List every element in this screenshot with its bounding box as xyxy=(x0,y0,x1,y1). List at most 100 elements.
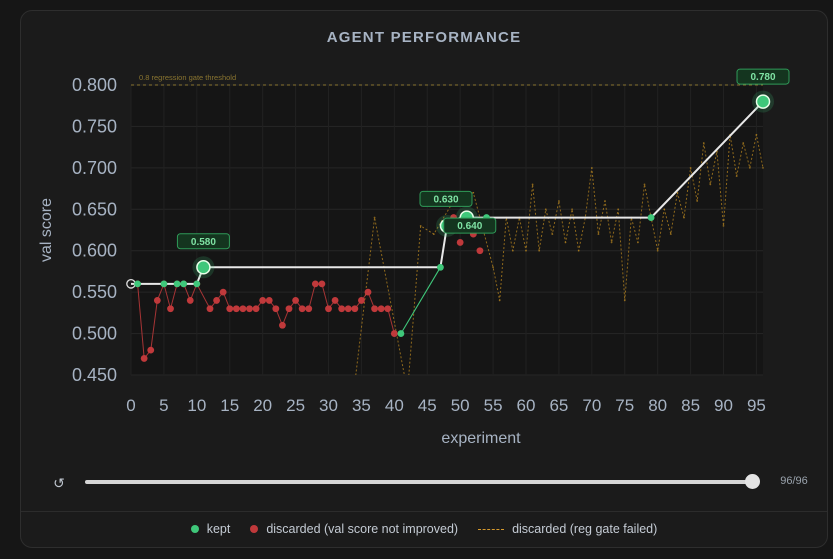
legend-discarded-label: discarded (val score not improved) xyxy=(266,522,459,536)
kept-point xyxy=(647,214,655,221)
discarded-point xyxy=(206,305,214,313)
discarded-point xyxy=(364,288,372,296)
reg-gate-point xyxy=(676,191,679,194)
x-tick-label: 25 xyxy=(286,396,305,415)
discarded-point xyxy=(325,305,332,313)
x-tick-label: 15 xyxy=(220,396,239,415)
reg-gate-point xyxy=(354,382,356,384)
reg-gate-point xyxy=(498,299,501,302)
threshold-label: 0.8 regression gate threshold xyxy=(139,73,236,82)
x-tick-label: 75 xyxy=(615,396,634,415)
chart-title: AGENT PERFORMANCE xyxy=(326,29,522,46)
kept-point xyxy=(193,280,201,288)
kept-point xyxy=(134,280,141,288)
legend-kept-marker xyxy=(190,525,199,533)
reg-gate-point xyxy=(407,391,409,393)
experiment-slider-row: ↺ 96/96 xyxy=(21,469,829,499)
reg-gate-point xyxy=(544,208,547,211)
reg-gate-point xyxy=(597,233,600,236)
x-tick-label: 40 xyxy=(385,396,404,415)
reg-gate-point xyxy=(735,175,738,178)
reg-gate-point xyxy=(564,241,567,244)
reg-gate-point xyxy=(492,266,494,269)
reg-gate-point xyxy=(663,208,666,211)
reg-gate-point xyxy=(590,166,593,169)
reg-gate-point xyxy=(722,224,725,227)
reg-gate-point xyxy=(762,166,764,169)
discarded-point xyxy=(351,305,359,313)
reg-gate-point xyxy=(709,183,712,186)
kept-point xyxy=(437,263,444,271)
slider-track[interactable] xyxy=(85,480,753,484)
slider-thumb[interactable] xyxy=(745,474,760,489)
y-tick-label: 0.750 xyxy=(72,116,117,136)
x-tick-label: 20 xyxy=(253,396,272,415)
x-tick-label: 60 xyxy=(517,396,536,415)
highlight-label: 0.580 xyxy=(191,237,216,248)
y-axis-label: val score xyxy=(38,198,55,262)
reg-gate-point xyxy=(748,166,751,169)
reg-gate-point xyxy=(637,241,639,244)
slider-count: 96/96 xyxy=(780,475,808,487)
highlight-label-box xyxy=(176,233,230,250)
y-tick-label: 0.500 xyxy=(72,324,117,344)
reg-gate-point xyxy=(696,200,699,202)
x-tick-label: 45 xyxy=(418,396,437,415)
discarded-point xyxy=(213,297,220,304)
kept-point xyxy=(173,280,181,288)
reg-gate-point xyxy=(472,191,475,194)
discarded-point xyxy=(298,305,306,313)
x-tick-label: 10 xyxy=(187,396,206,415)
x-tick-label: 95 xyxy=(747,396,766,415)
discarded-point xyxy=(272,305,280,313)
legend-kept-label: kept xyxy=(206,522,231,536)
discarded-point xyxy=(140,355,148,362)
x-tick-label: 30 xyxy=(319,396,338,415)
highlight-label-box xyxy=(443,217,497,234)
y-tick-label: 0.800 xyxy=(72,75,117,95)
y-tick-label: 0.450 xyxy=(72,365,117,385)
discarded-point xyxy=(456,239,464,246)
legend-reg-gate-marker xyxy=(478,528,505,530)
performance-chart: 0.450 0.500 0.550 0.600 0.650 0.700 0.750 0.800… xyxy=(38,68,790,447)
y-tick-label: 0.650 xyxy=(72,199,117,219)
x-tick-label: 50 xyxy=(451,396,470,415)
discarded-point xyxy=(331,297,339,304)
reset-icon[interactable]: ↺ xyxy=(53,475,65,491)
kept-point xyxy=(180,280,188,288)
highlight-label-box xyxy=(419,190,473,207)
discarded-point xyxy=(186,297,194,304)
reg-gate-point xyxy=(551,233,554,236)
discarded-point xyxy=(384,305,392,313)
kept-point xyxy=(397,330,405,337)
discarded-point xyxy=(305,305,313,313)
x-tick-label: 0 xyxy=(126,396,135,415)
x-tick-label: 5 xyxy=(159,396,168,415)
legend-reg-gate: discarded (reg gate failed) xyxy=(478,522,657,536)
reg-gate-point xyxy=(656,249,659,252)
highlight-point xyxy=(196,260,211,275)
discarded-point xyxy=(167,305,174,313)
highlight-point xyxy=(755,94,771,109)
discarded-point xyxy=(239,305,247,313)
reg-gate-point xyxy=(643,183,646,186)
discarded-point xyxy=(476,247,484,255)
discarded-point xyxy=(226,305,234,313)
x-tick-label: 55 xyxy=(484,396,503,415)
reg-gate-point xyxy=(702,142,705,144)
reg-gate-point xyxy=(558,200,560,202)
reg-gate-point xyxy=(531,183,534,186)
reg-gate-point xyxy=(419,224,422,227)
y-tick-label: 0.700 xyxy=(72,158,117,178)
reg-gate-point xyxy=(683,216,685,219)
highlight-label: 0.630 xyxy=(433,194,458,205)
legend-reg-gate-label: discarded (reg gate failed) xyxy=(512,522,658,536)
reg-gate-point xyxy=(432,233,435,236)
chart-legend: kept discarded (val score not improved) … xyxy=(21,519,827,539)
discarded-point xyxy=(371,305,378,313)
discarded-point xyxy=(219,288,227,296)
x-tick-label: 70 xyxy=(582,396,601,415)
discarded-point xyxy=(279,321,286,329)
x-tick-label: 85 xyxy=(681,396,700,415)
discarded-point xyxy=(338,305,346,313)
